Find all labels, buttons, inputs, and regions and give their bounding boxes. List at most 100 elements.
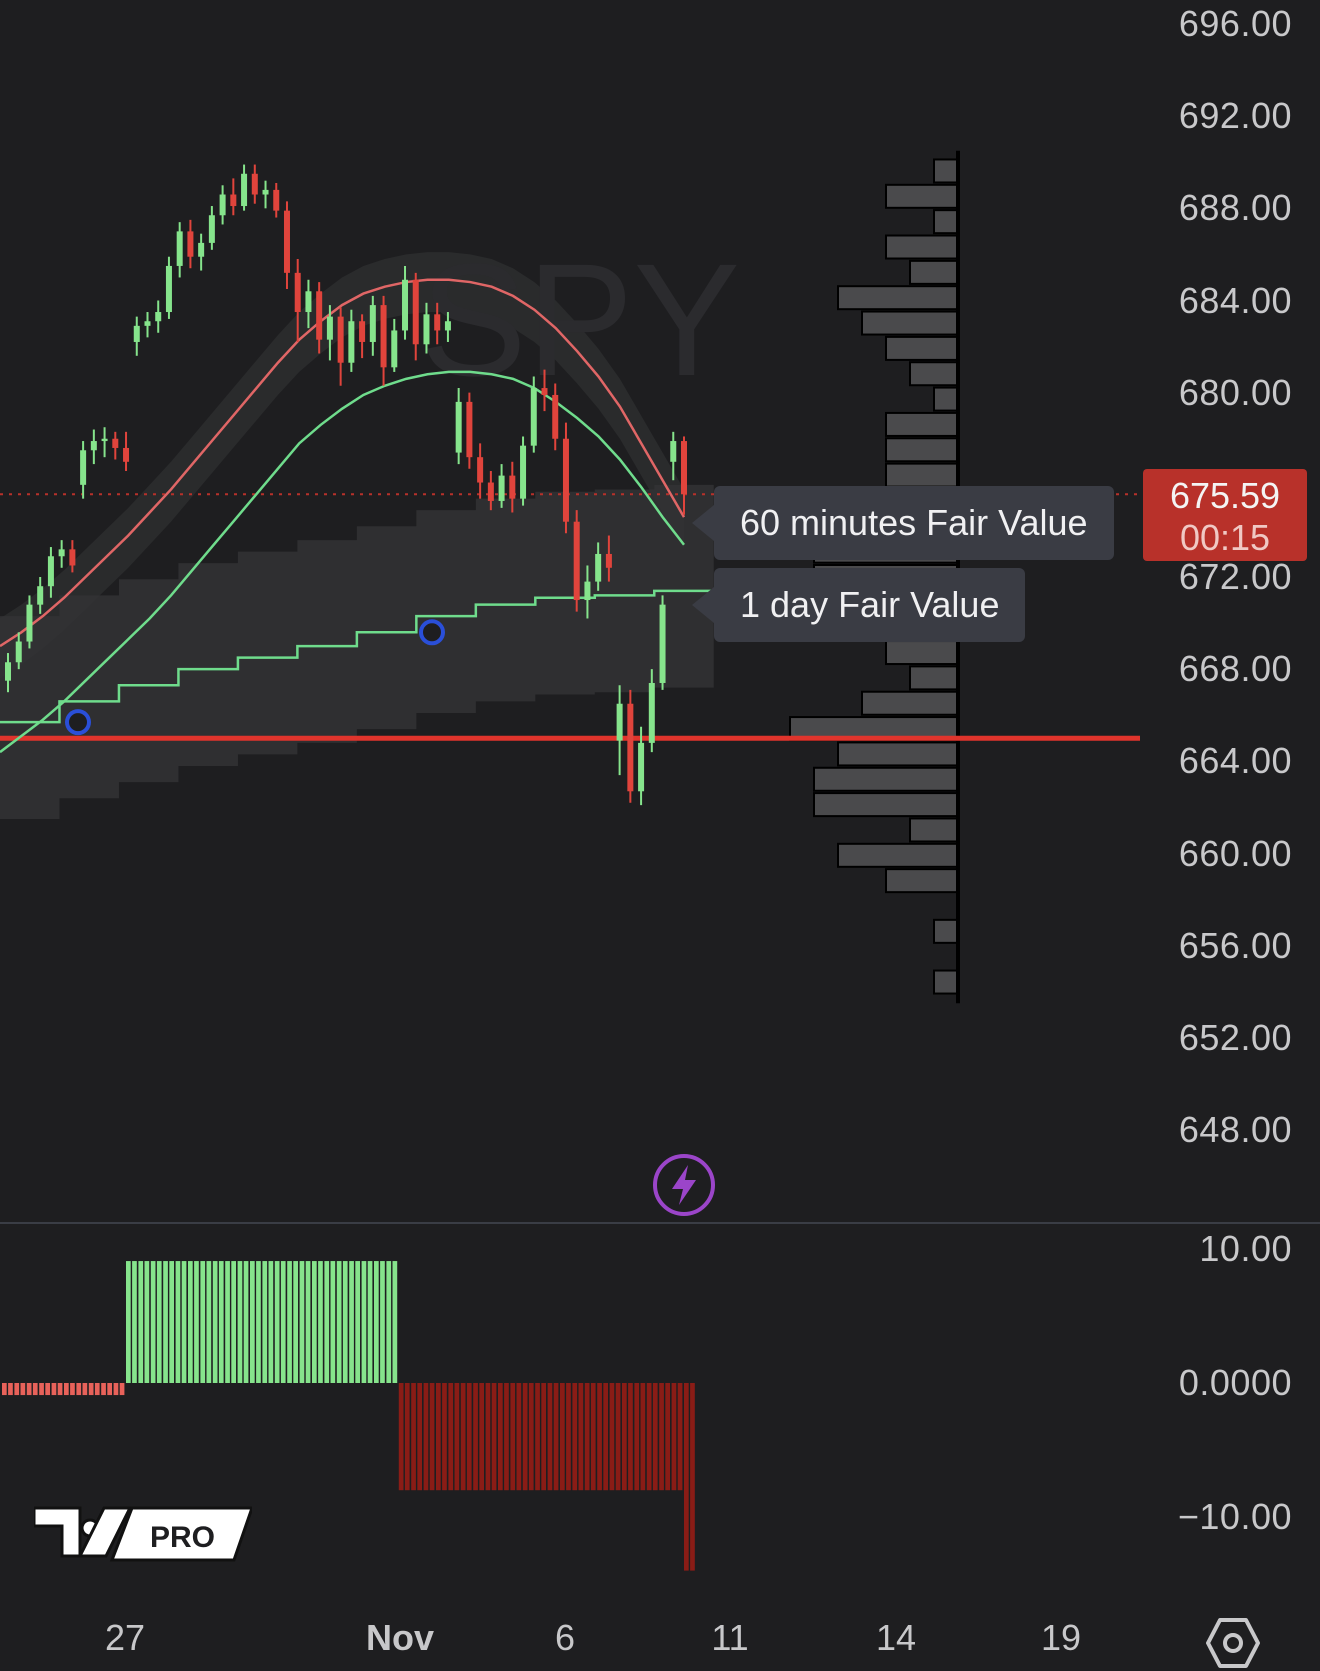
oscillator-bar [504,1383,509,1491]
oscillator-bar [218,1261,224,1383]
candle-body [80,450,87,485]
profile-bar [885,183,959,209]
oscillator-bar [572,1383,578,1491]
candle-body [326,316,333,340]
price-tick-label: 680.00 [1178,371,1292,413]
oscillator-bar [609,1383,615,1491]
candle-body [26,604,33,642]
profile-bar [933,969,959,995]
oscillator-bar [516,1383,522,1491]
fair-value-60m-red [0,278,686,648]
oscillator-bar [200,1261,206,1383]
candle-body [176,231,183,266]
oscillator-bar [88,1383,94,1396]
profile-bar [933,918,959,944]
oscillator-bar [597,1383,602,1491]
candle-body [144,321,151,326]
candle-body [648,682,655,743]
oscillator-bar [144,1261,150,1383]
oscillator-bar [76,1383,82,1396]
oscillator-bar [690,1383,695,1571]
oscillator-bar [330,1261,336,1383]
candle-body [509,475,516,499]
hexagon-gear-icon[interactable] [1206,1616,1260,1670]
fair-value-1d-step [0,589,714,724]
oscillator-bar [132,1261,137,1383]
fair-value-60m-line [0,278,686,754]
profile-bar [885,640,959,666]
candle-body [165,265,172,313]
oscillator-bar [212,1261,218,1383]
profile-bar [861,310,959,336]
candle-body [198,242,205,257]
oscillator-bar [250,1261,255,1383]
oscillator-bar [671,1383,677,1491]
bar-countdown: 00:15 [1179,517,1271,558]
candle-body [219,194,226,216]
oscillator-bar [349,1261,354,1383]
candle-body [337,316,344,363]
oscillator-bar [355,1261,361,1383]
candle-body [477,457,484,483]
oscillator-bar [181,1261,187,1383]
oscillator-bar [652,1383,658,1491]
x-tick-label: 11 [711,1617,749,1658]
candle-body [47,556,54,587]
profile-bar [813,766,959,792]
oscillator-bar [547,1383,553,1491]
price-tick-label: 648.00 [1178,1109,1292,1150]
oscillator-bar [342,1261,348,1383]
candle-body [101,438,108,442]
candle-body [520,445,527,499]
profile-bar [909,665,959,691]
oscillator-bar [64,1383,69,1396]
lightning-icon[interactable] [652,1153,716,1217]
oscillator-bar [163,1261,168,1383]
oscillator-bar [39,1383,44,1396]
fair-value-1d-label: 1 day Fair Value [740,584,1000,625]
candle-body [316,291,323,340]
candle-body [112,438,119,448]
price-tick-label: 688.00 [1178,187,1292,229]
oscillator-bar [473,1383,478,1491]
candle-body [15,641,22,663]
x-tick-label: 27 [104,1617,146,1658]
symbol-watermark: SPY [420,230,740,409]
oscillator-bar [386,1261,392,1383]
profile-bar [909,361,959,387]
oscillator-bar [94,1383,100,1396]
candle-body [466,401,473,458]
price-tick-label: 652.00 [1178,1016,1292,1058]
candle-body [412,279,419,345]
candle-body [444,321,451,331]
profile-bar [885,411,959,437]
candle-body [487,482,494,501]
oscillator-bar [188,1261,193,1383]
profile-bar [885,437,959,463]
oscillator-bar [231,1261,237,1383]
oscillator-bar [466,1383,472,1491]
candle-body [638,742,645,792]
fair-value-1d-callout: 1 day Fair Value [691,568,1026,642]
x-tick-label: 14 [875,1617,917,1658]
oscillator-bar [429,1383,435,1491]
candle-body [562,438,569,522]
oscillator-bar [324,1261,330,1383]
price-tick-label: 684.00 [1178,279,1292,321]
oscillator-tick-label: 0.0000 [1178,1362,1292,1403]
oscillator-bar [510,1383,516,1491]
candle-body [616,703,623,741]
oscillator-bar [380,1261,385,1383]
oscillator-bar [138,1261,144,1383]
candle-body [273,189,280,211]
oscillator-bar [2,1383,7,1396]
oscillator-bar [535,1383,540,1491]
oscillator-bar [367,1261,373,1383]
oscillator-bar [615,1383,621,1491]
oscillator-bar [14,1383,20,1396]
oscillator-bar [293,1261,299,1383]
oscillator-bar [318,1261,323,1383]
oscillator-tick-label: 10.00 [1199,1228,1292,1269]
oscillator-bar [299,1261,305,1383]
